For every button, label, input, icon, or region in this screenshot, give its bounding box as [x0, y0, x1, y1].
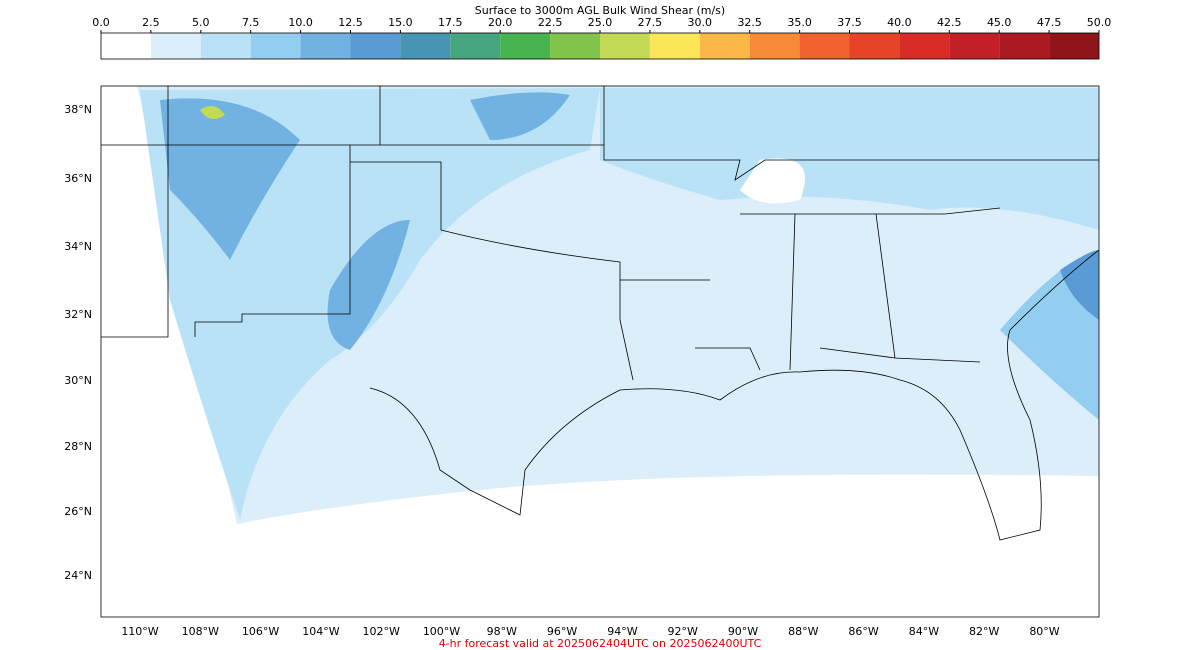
colorbar-tick-label: 27.5 [638, 16, 663, 29]
colorbar-bin [949, 33, 1000, 59]
colorbar-bin [200, 33, 251, 59]
colorbar-tick-label: 50.0 [1087, 16, 1112, 29]
shear-area [160, 98, 300, 260]
colorbar-tick-label: 15.0 [388, 16, 413, 29]
lat-label: 34°N [64, 240, 92, 253]
colorbar-bin [350, 33, 401, 59]
colorbar-tick-label: 45.0 [987, 16, 1012, 29]
colorbar-tick-label: 40.0 [887, 16, 912, 29]
lon-label: 84°W [909, 625, 939, 638]
colorbar-bin [600, 33, 650, 59]
colorbar-tick-label: 17.5 [438, 16, 463, 29]
lon-label: 82°W [969, 625, 999, 638]
colorbar-bin [1049, 33, 1099, 59]
lon-label: 86°W [848, 625, 878, 638]
lon-label: 94°W [607, 625, 637, 638]
colorbar-tick-label: 35.0 [787, 16, 812, 29]
colorbar-title: Surface to 3000m AGL Bulk Wind Shear (m/… [475, 4, 725, 17]
colorbar-bin [400, 33, 451, 59]
coastline [369, 249, 1099, 541]
lon-label: 102°W [363, 625, 400, 638]
colorbar-bin [250, 33, 301, 59]
lat-label: 26°N [64, 505, 92, 518]
forecast-footer: 4-hr forecast valid at 2025062404UTC on … [439, 637, 762, 650]
lon-label: 110°W [121, 625, 158, 638]
colorbar-bin [699, 33, 750, 59]
shear-area [600, 88, 1099, 230]
lat-label: 36°N [64, 172, 92, 185]
colorbar-tick-label: 22.5 [538, 16, 563, 29]
lat-label: 28°N [64, 440, 92, 453]
lat-label: 38°N [64, 103, 92, 116]
colorbar-tick-label: 10.0 [288, 16, 313, 29]
colorbar-bin [450, 33, 501, 59]
lon-label: 96°W [547, 625, 577, 638]
colorbar-tick-label: 7.5 [242, 16, 260, 29]
colorbar-bin [550, 33, 600, 59]
shear-area [327, 220, 410, 350]
colorbar-tick-label: 0.0 [92, 16, 110, 29]
colorbar-tick-label: 2.5 [142, 16, 160, 29]
lon-label: 104°W [302, 625, 339, 638]
low-shear-area [740, 158, 805, 204]
lon-label: 106°W [242, 625, 279, 638]
colorbar-tick-label: 32.5 [737, 16, 762, 29]
colorbar-bin [500, 33, 551, 59]
colorbar-tick-label: 30.0 [688, 16, 713, 29]
colorbar-bin [300, 33, 351, 59]
colorbar-tick-label: 20.0 [488, 16, 513, 29]
lon-label: 108°W [182, 625, 219, 638]
lon-label: 90°W [728, 625, 758, 638]
shear-area [470, 92, 570, 140]
lat-label: 30°N [64, 374, 92, 387]
map [100, 85, 1100, 618]
colorbar-bin [999, 33, 1050, 59]
colorbar-bin [849, 33, 900, 59]
colorbar-tick-label: 47.5 [1037, 16, 1062, 29]
colorbar-bin [749, 33, 800, 59]
lat-label: 32°N [64, 308, 92, 321]
shear-area [1060, 250, 1099, 320]
colorbar-tick-label: 37.5 [837, 16, 862, 29]
colorbar-bin [799, 33, 850, 59]
colorbar-tick-label: 5.0 [192, 16, 210, 29]
lon-label: 80°W [1029, 625, 1059, 638]
colorbar-bin [899, 33, 950, 59]
colorbar-tick-label: 25.0 [588, 16, 613, 29]
lon-label: 92°W [668, 625, 698, 638]
colorbar-bin [649, 33, 700, 59]
map-frame [100, 85, 1100, 618]
lat-label: 24°N [64, 569, 92, 582]
colorbar-tick-label: 42.5 [937, 16, 962, 29]
lon-label: 88°W [788, 625, 818, 638]
state-borders [101, 86, 1099, 381]
colorbar-bin [150, 33, 201, 59]
colorbar-bin [101, 33, 151, 59]
shear-area [200, 106, 225, 119]
lon-label: 98°W [487, 625, 517, 638]
colorbar-tick-label: 12.5 [338, 16, 363, 29]
lon-label: 100°W [423, 625, 460, 638]
